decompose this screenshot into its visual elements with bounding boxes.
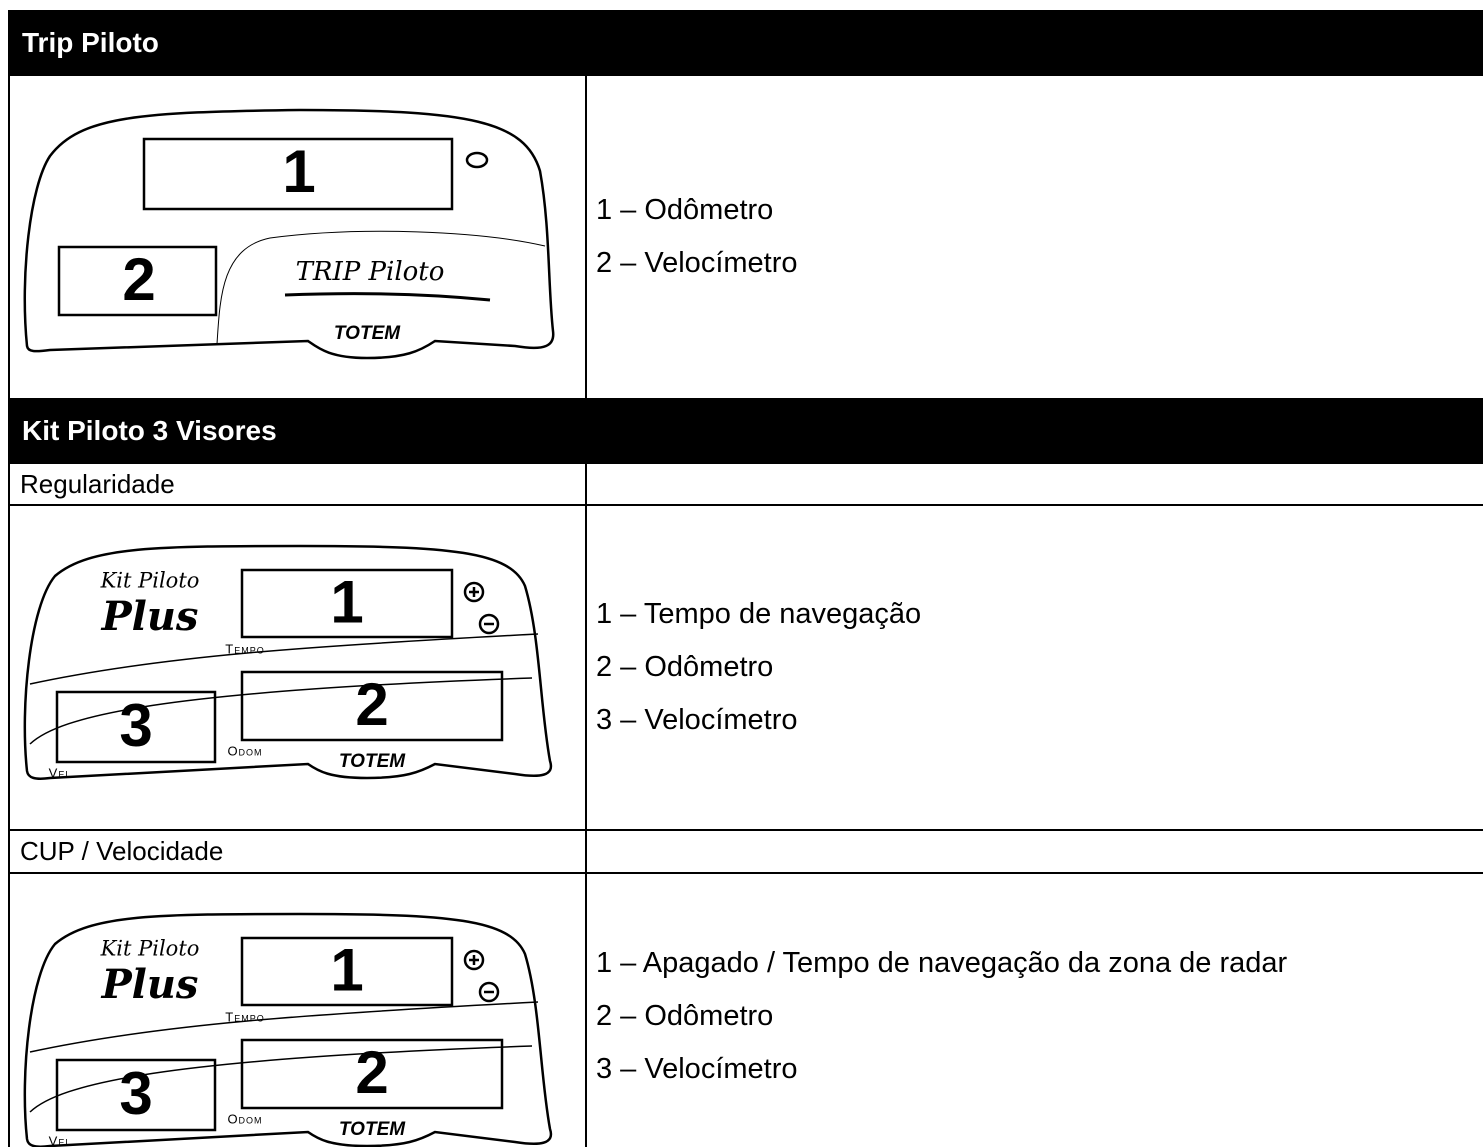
item-list: 1 – Apagado / Tempo de navegação da zona… xyxy=(585,872,1483,1147)
indicator xyxy=(465,151,489,169)
brand: TOTEM xyxy=(339,751,406,772)
item: 3 – Velocímetro xyxy=(596,704,798,736)
brand: TOTEM xyxy=(339,1119,406,1140)
display-caption: Odom xyxy=(227,1111,262,1126)
adjust-button xyxy=(463,581,485,603)
item: 1 – Odômetro xyxy=(596,194,774,226)
display-digit: 2 xyxy=(355,671,388,738)
adjust-button xyxy=(463,949,485,971)
device-outline xyxy=(23,108,555,360)
row-label: CUP / Velocidade xyxy=(8,829,585,872)
device-outline xyxy=(23,544,553,780)
device-model: Plus xyxy=(101,593,199,640)
panel-curve xyxy=(29,677,533,745)
device-model: Plus xyxy=(101,961,199,1008)
display-box xyxy=(55,690,217,764)
device-cell: 1 2 TRIP Piloto TOTEM xyxy=(8,74,585,398)
device-cell: Kit Piloto Plus 1 Tempo 2 Odom 3 Vel TOTEM xyxy=(8,872,585,1147)
item: 2 – Velocímetro xyxy=(596,247,798,279)
display-box xyxy=(240,568,454,639)
display-box xyxy=(55,1058,217,1132)
item-list: 1 – Tempo de navegação 2 – Odômetro 3 – Ve… xyxy=(585,504,1483,829)
display-digit: 1 xyxy=(330,568,363,635)
item: 2 – Odômetro xyxy=(596,651,774,683)
section-header: Trip Piloto xyxy=(8,10,1483,74)
display-caption: Vel xyxy=(49,1133,72,1147)
row-label: Regularidade xyxy=(8,462,585,504)
panel-curve xyxy=(216,230,546,345)
item-list: 1 – Odômetro 2 – Velocímetro xyxy=(585,74,1483,398)
display-digit: 2 xyxy=(355,1039,388,1106)
device-name: Kit Piloto xyxy=(100,937,200,961)
display-caption: Tempo xyxy=(225,1009,264,1024)
device-name: Kit Piloto xyxy=(100,569,200,593)
device-cell: Kit Piloto Plus 1 Tempo 2 Odom 3 Vel TOTEM xyxy=(8,504,585,829)
brand: TOTEM xyxy=(334,323,401,344)
display-digit: 2 xyxy=(122,246,155,313)
device-name: TRIP Piloto xyxy=(296,257,445,287)
item: 2 – Odômetro xyxy=(596,999,774,1032)
section-header: Kit Piloto 3 Visores xyxy=(8,398,1483,462)
adjust-button xyxy=(478,981,500,1003)
device-illustration: 1 2 TRIP Piloto TOTEM xyxy=(23,108,555,360)
item: 1 – Apagado / Tempo de navegação da zona… xyxy=(596,946,1288,979)
display-box xyxy=(240,670,504,742)
empty-cell xyxy=(585,462,1483,504)
display-box xyxy=(240,1038,504,1110)
display-caption: Odom xyxy=(227,743,262,758)
button-sign xyxy=(469,587,479,597)
display-box xyxy=(57,245,218,317)
empty-cell xyxy=(585,829,1483,872)
panel-curve xyxy=(29,1045,533,1113)
display-digit: 3 xyxy=(119,692,152,759)
display-digit: 1 xyxy=(282,138,315,205)
device-outline xyxy=(23,912,553,1147)
display-caption: Vel xyxy=(49,765,72,780)
display-digit: 1 xyxy=(330,936,363,1003)
adjust-button xyxy=(478,613,500,635)
button-sign xyxy=(469,955,479,965)
panel-curve xyxy=(29,1001,539,1053)
display-digit: 3 xyxy=(119,1060,152,1127)
display-caption: Tempo xyxy=(225,641,264,656)
display-box xyxy=(142,137,454,211)
panel-curve xyxy=(29,633,539,685)
item: 3 – Velocímetro xyxy=(596,1052,798,1085)
underline xyxy=(284,292,491,302)
item: 1 – Tempo de navegação xyxy=(596,598,922,630)
display-box xyxy=(240,936,454,1007)
